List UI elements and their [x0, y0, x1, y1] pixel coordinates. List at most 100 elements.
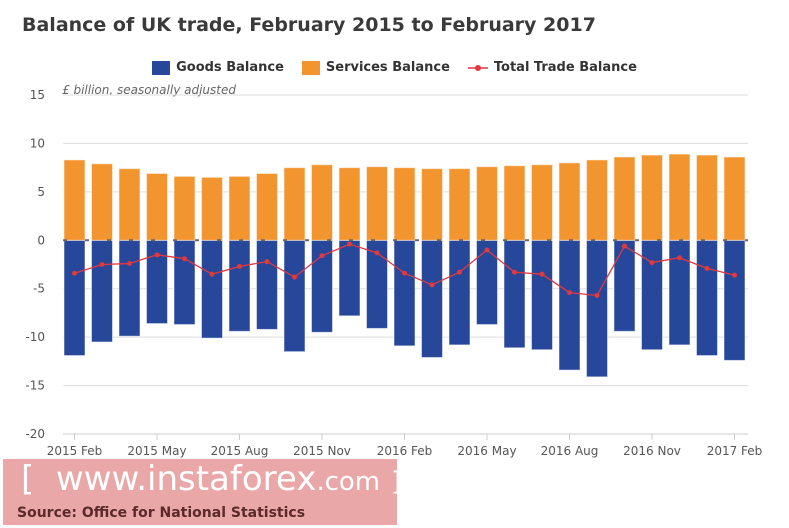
watermark-bracket-open: [ — [21, 459, 35, 499]
total-trade-point — [237, 263, 242, 269]
bar-goods-balance — [338, 239, 361, 317]
bar-goods-balance — [641, 239, 663, 351]
total-trade-point — [594, 292, 600, 298]
bar-goods-balance — [696, 239, 718, 357]
bar-services-balance — [338, 167, 361, 241]
legend-goods[interactable]: Goods Balance — [152, 60, 284, 75]
bar-services-balance — [586, 159, 608, 241]
goods-swatch — [152, 60, 171, 75]
total-trade-point — [264, 259, 270, 265]
bar-services-balance — [118, 168, 141, 241]
x-tick-label: 2016 Aug — [541, 444, 599, 458]
bar-goods-balance — [91, 239, 113, 343]
source-note: Source: Office for National Statistics — [17, 505, 306, 521]
y-tick-label: -5 — [33, 282, 45, 296]
total-trade-point — [457, 269, 462, 275]
bar-goods-balance — [283, 239, 306, 353]
bar-services-balance — [641, 154, 663, 241]
total-trade-point — [72, 270, 77, 276]
x-tick-label: 2015 Nov — [293, 444, 351, 458]
bar-services-balance — [146, 172, 168, 241]
bar-services-balance — [311, 164, 333, 241]
bar-goods-balance — [393, 239, 416, 347]
bar-services-balance — [173, 175, 196, 241]
bar-services-balance — [558, 162, 581, 241]
watermark-text: www.instaforex — [55, 459, 317, 499]
bar-goods-balance — [586, 239, 608, 378]
bar-goods-balance — [448, 239, 471, 346]
total-trade-point — [209, 271, 215, 277]
bar-services-balance — [201, 176, 223, 241]
bar-services-balance — [63, 159, 86, 241]
bar-services-balance — [228, 175, 251, 241]
bar-services-balance — [531, 164, 553, 241]
y-axis-label: £ billion, seasonally adjusted — [62, 83, 236, 97]
total-trade-point — [347, 241, 352, 247]
y-tick-label: -20 — [25, 427, 45, 441]
x-tick-label: 2015 May — [127, 444, 186, 458]
total-trade-point — [484, 247, 490, 253]
x-tick-label: 2015 Aug — [211, 444, 269, 458]
bar-goods-balance — [503, 239, 526, 349]
total-trade-point — [99, 262, 105, 267]
total-trade-point — [182, 256, 187, 262]
bar-goods-balance — [63, 239, 86, 357]
watermark: [ www.instaforex.com ] — [3, 459, 401, 525]
legend-label: Services Balance — [325, 60, 450, 75]
x-tick-label: 2016 May — [457, 444, 516, 458]
y-tick-label: 15 — [30, 88, 45, 102]
bar-services-balance — [91, 163, 113, 241]
bar-services-balance — [366, 166, 388, 241]
total-trade-point — [732, 272, 737, 278]
total-trade-point — [512, 269, 517, 275]
y-tick-label: 0 — [37, 233, 45, 247]
bar-services-balance — [448, 168, 471, 241]
total-trade-point — [319, 253, 325, 259]
line-marker-icon — [467, 64, 488, 71]
total-trade-point — [622, 243, 627, 249]
bar-goods-balance — [421, 239, 443, 358]
legend-total[interactable]: Total Trade Balance — [467, 60, 637, 75]
bar-services-balance — [421, 168, 443, 241]
x-tick-label: 2017 Feb — [707, 444, 763, 458]
bar-goods-balance — [558, 239, 581, 371]
bar-services-balance — [393, 167, 416, 241]
bar-goods-balance — [118, 239, 141, 337]
bar-services-balance — [283, 167, 306, 241]
total-trade-point — [539, 271, 545, 277]
total-trade-point — [567, 290, 572, 296]
bar-goods-balance — [476, 239, 498, 326]
total-trade-point — [292, 274, 297, 280]
total-trade-point — [677, 255, 682, 261]
services-swatch — [301, 60, 320, 75]
bar-goods-balance — [228, 239, 251, 332]
legend-label: Goods Balance — [176, 60, 284, 75]
bar-services-balance — [503, 165, 526, 241]
bar-services-balance — [476, 166, 498, 241]
bar-goods-balance — [531, 239, 553, 351]
total-trade-point — [704, 265, 710, 271]
chart-title: Balance of UK trade, February 2015 to Fe… — [22, 14, 596, 36]
bar-goods-balance — [256, 239, 278, 330]
watermark-bracket-close: ] — [390, 467, 402, 497]
y-tick-label: -15 — [25, 379, 45, 393]
bar-services-balance — [613, 156, 636, 241]
total-trade-point — [649, 260, 655, 266]
watermark-tld: .com — [316, 467, 381, 497]
x-tick-label: 2016 Feb — [377, 444, 433, 458]
legend: Goods Balance Services Balance Total Tra… — [0, 60, 789, 75]
total-trade-point — [402, 270, 407, 276]
total-trade-point — [154, 252, 160, 258]
bar-goods-balance — [723, 239, 746, 361]
total-trade-point — [429, 282, 435, 288]
x-tick-label: 2015 Feb — [47, 444, 103, 458]
bar-services-balance — [256, 172, 278, 241]
y-tick-label: 10 — [30, 136, 45, 150]
bar-services-balance — [723, 156, 746, 241]
legend-services[interactable]: Services Balance — [301, 60, 450, 75]
y-tick-label: 5 — [37, 185, 45, 199]
x-tick-label: 2016 Nov — [623, 444, 681, 458]
bar-goods-balance — [613, 239, 636, 332]
bar-goods-balance — [201, 239, 223, 339]
